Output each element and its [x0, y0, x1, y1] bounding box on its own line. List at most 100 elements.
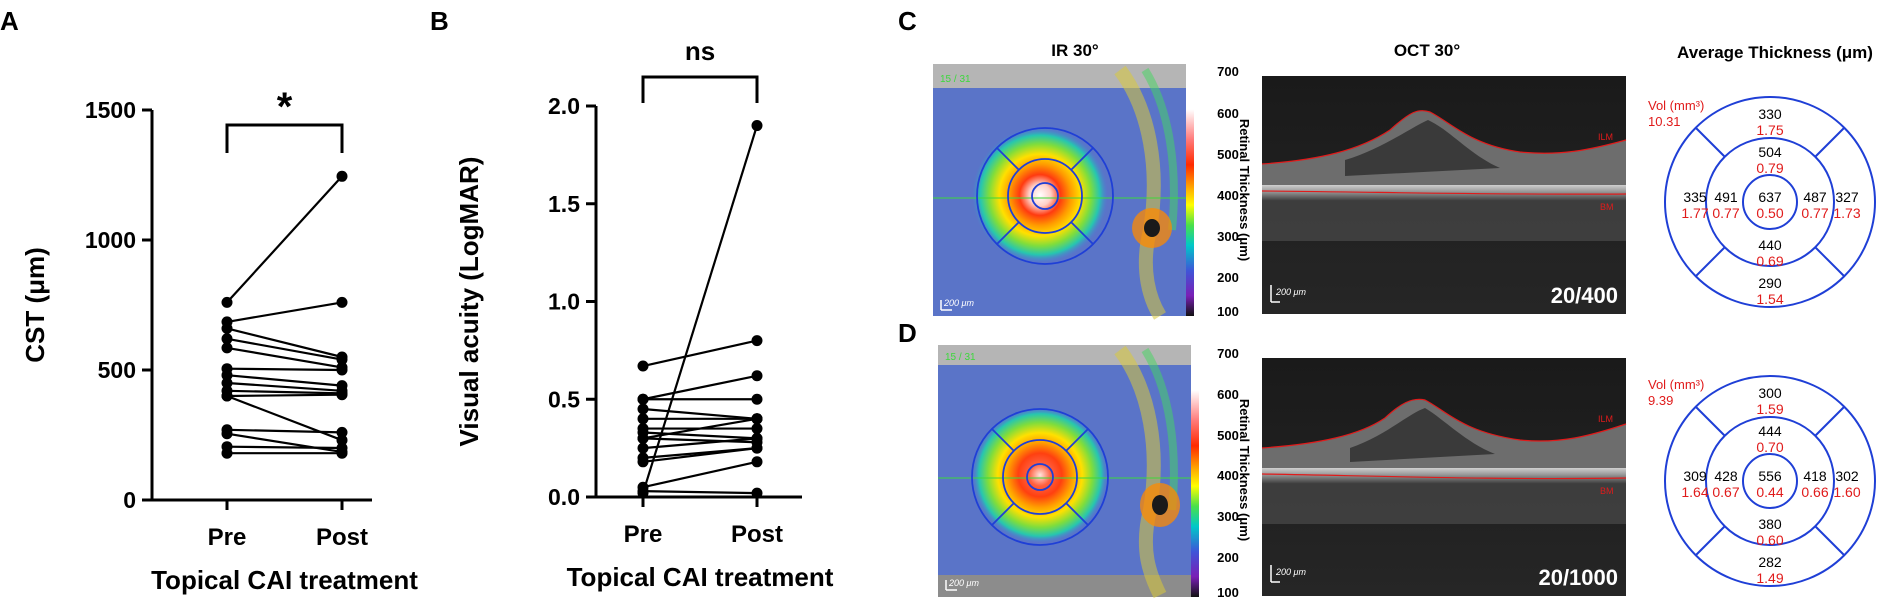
ir-scale-c: 200 μm [943, 298, 974, 308]
a-point-7-pre [221, 369, 233, 381]
thickness-map-d: Vol (mm³) 9.39 300 1.59 444 0.70 309 1.6… [1648, 375, 1876, 587]
cb-tick-c-0: 700 [1217, 64, 1239, 79]
b-significance-label: ns [685, 36, 715, 66]
temp-outer-vol-c: 1.77 [1681, 205, 1708, 221]
inf-outer-thk-c: 290 [1758, 275, 1782, 291]
a-point-11-post [336, 434, 348, 446]
b-point-13-post [751, 456, 763, 468]
temp-inner-thk-d: 428 [1714, 468, 1738, 484]
ilm-label-c: ILM [1598, 132, 1613, 142]
b-point-15-pre [637, 487, 649, 499]
a-point-8-pre [221, 377, 233, 389]
vol-label-d: Vol (mm³) [1648, 377, 1704, 392]
cb-tick-d-0: 700 [1217, 346, 1239, 361]
a-pair-line-6 [226, 367, 343, 372]
b-point-12-post [751, 442, 763, 454]
b-pair-line-2 [642, 374, 758, 401]
nasal-inner-vol-d: 0.66 [1801, 484, 1828, 500]
cb-tick-d-6: 100 [1217, 585, 1239, 600]
b-ytick-label-4: 2.0 [548, 93, 580, 119]
sup-outer-vol-c: 1.75 [1756, 122, 1783, 138]
ilm-label-d: ILM [1598, 414, 1613, 424]
b-point-1-post [751, 335, 763, 347]
oct-header: OCT 30° [1394, 41, 1461, 60]
b-pair-line-1 [642, 339, 758, 368]
chart-b: 0.0 0.5 1.0 1.5 2.0 Pre Post Topical CAI treatm… [454, 36, 834, 592]
inf-outer-thk-d: 282 [1758, 554, 1782, 570]
sup-inner-vol-d: 0.70 [1756, 439, 1783, 455]
b-ytick-label-0: 0.0 [548, 484, 580, 510]
a-point-13-pre [221, 428, 233, 440]
acuity-d: 20/1000 [1538, 565, 1618, 590]
etdrs-grid-ir-d [971, 408, 1109, 546]
center-thk-c: 637 [1758, 189, 1782, 205]
b-point-3-pre [637, 393, 649, 405]
ilm-line-d [1261, 398, 1627, 449]
a-pair-line-2 [226, 301, 343, 323]
thickness-map-c: Vol (mm³) 10.31 330 1.75 504 0.79 335 1.… [1648, 96, 1876, 308]
cb-tick-d-2: 500 [1217, 428, 1239, 443]
b-ylabel: Visual acuity (LogMAR) [454, 157, 484, 447]
b-pair-line-4 [642, 407, 758, 420]
b-point-5-pre [637, 413, 649, 425]
center-vol-d: 0.44 [1756, 484, 1783, 500]
nasal-inner-vol-c: 0.77 [1801, 205, 1828, 221]
etdrs-grid-ir-c [976, 127, 1114, 265]
oct-scale-c: 200 μm [1275, 287, 1306, 297]
a-pair-line-12 [226, 428, 343, 434]
cb-tick-c-5: 200 [1217, 270, 1239, 285]
nasal-outer-vol-d: 1.60 [1833, 484, 1860, 500]
panel-label-b: B [430, 6, 449, 36]
a-pair-line-9 [226, 389, 343, 395]
ir-image-d: 15 / 31 200 μm [938, 345, 1191, 599]
sup-outer-thk-c: 330 [1758, 106, 1782, 122]
a-pair-line-7 [226, 374, 343, 387]
b-ytick-label-1: 0.5 [548, 386, 580, 412]
a-pair-line-5 [226, 346, 343, 369]
temp-inner-vol-c: 0.77 [1712, 205, 1739, 221]
cb-tick-c-4: 300 [1217, 229, 1239, 244]
temp-outer-thk-d: 309 [1683, 468, 1707, 484]
b-point-15-post [751, 120, 763, 132]
bm-line-d [1261, 473, 1627, 480]
a-point-1-pre [221, 296, 233, 308]
etdrs-grid-c [1664, 96, 1876, 308]
b-xtick-label-1: Post [731, 521, 783, 548]
vol-total-d: 9.39 [1648, 393, 1673, 408]
b-xlabel: Topical CAI treatment [567, 562, 834, 592]
a-point-1-post [336, 170, 348, 182]
chart-a: 0 500 1000 1500 Pre Post Topical CAI treatment… [20, 85, 418, 595]
bm-label-d: BM [1600, 486, 1614, 496]
a-pair-line-3 [226, 327, 343, 359]
sup-inner-thk-c: 504 [1758, 144, 1782, 160]
sup-outer-vol-d: 1.59 [1756, 401, 1783, 417]
b-point-12-pre [637, 456, 649, 468]
b-point-14-post [751, 487, 763, 499]
b-ytick-label-3: 1.5 [548, 191, 580, 217]
b-point-1-pre [637, 360, 649, 372]
b-pair-line-13 [642, 460, 758, 489]
a-xtick-label-1: Post [316, 524, 368, 551]
a-point-12-post [336, 426, 348, 438]
panel-b: B 0.0 0.5 1.0 1.5 2.0 Pre Post Topical CAI trea… [430, 6, 834, 592]
a-point-5-pre [221, 342, 233, 354]
cb-tick-c-2: 500 [1217, 147, 1239, 162]
vol-total-c: 10.31 [1648, 114, 1681, 129]
b-point-10-pre [637, 442, 649, 454]
a-point-3-pre [221, 322, 233, 334]
ir-counter-d: 15 / 31 [945, 352, 976, 363]
ir-scale-d: 200 μm [948, 578, 979, 588]
inf-inner-vol-d: 0.60 [1756, 532, 1783, 548]
a-point-15-pre [221, 447, 233, 459]
a-ytick-label-0: 0 [123, 487, 136, 513]
thickness-header: Average Thickness (μm) [1677, 43, 1873, 62]
b-point-8-post [751, 413, 763, 425]
cb-tick-c-6: 100 [1217, 304, 1239, 319]
acuity-c: 20/400 [1551, 283, 1618, 308]
a-ylabel: CST (μm) [20, 247, 50, 363]
center-vol-c: 0.50 [1756, 205, 1783, 221]
panel-d: D 15 / 31 200 μm [898, 318, 1876, 600]
a-pair-line-4 [226, 337, 343, 361]
oct-scale-d: 200 μm [1275, 567, 1306, 577]
